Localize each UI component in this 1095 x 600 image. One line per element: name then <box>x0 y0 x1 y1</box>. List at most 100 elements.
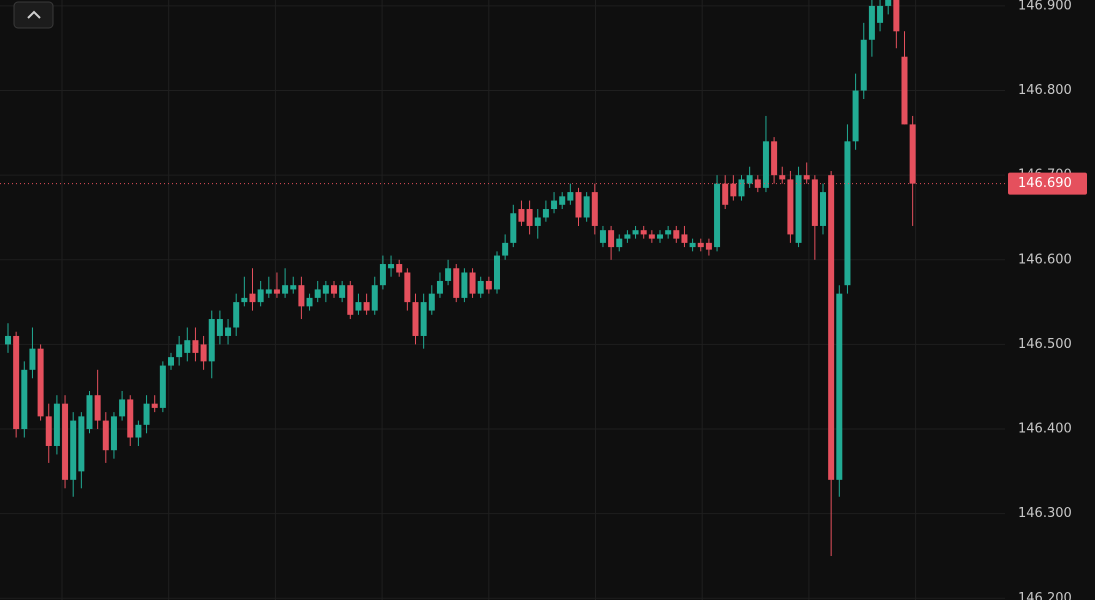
candle-body <box>208 319 215 362</box>
candle-body <box>420 302 427 336</box>
candle-body <box>168 357 174 366</box>
candle-body <box>534 217 541 226</box>
candle-body <box>412 302 419 336</box>
candle-body <box>306 297 313 307</box>
candle-body <box>379 264 386 286</box>
candle-body <box>298 285 305 307</box>
candle-body <box>575 192 582 218</box>
candle-body <box>885 0 892 6</box>
candle-body <box>705 242 712 250</box>
candle-body <box>339 285 346 298</box>
candle-body <box>811 179 818 226</box>
candle-body <box>21 369 28 430</box>
y-tick-label: 146.800 <box>1018 83 1072 98</box>
candle-body <box>754 179 761 188</box>
candle-body <box>159 365 166 408</box>
candle-body <box>151 403 158 408</box>
collapse-chevron[interactable] <box>27 10 41 19</box>
candle-body <box>852 90 859 142</box>
candle-body <box>722 183 729 205</box>
candle-body <box>714 183 721 248</box>
candle-body <box>273 289 280 294</box>
candle-body <box>599 230 606 243</box>
candle-body <box>787 179 794 235</box>
candle-body <box>502 242 509 256</box>
y-tick-label: 146.600 <box>1018 252 1072 267</box>
candle-body <box>428 293 435 311</box>
candle-body <box>445 268 452 281</box>
candle-body <box>371 285 378 311</box>
candle-body <box>673 230 680 239</box>
candle-body <box>119 399 126 417</box>
collapse-button[interactable] <box>13 1 54 29</box>
y-tick-label: 146.200 <box>1018 591 1072 600</box>
candle-body <box>738 179 745 197</box>
candle-body <box>70 420 77 480</box>
candle-body <box>5 335 11 345</box>
candle-body <box>436 280 443 294</box>
candle-body <box>868 5 875 40</box>
candle-body <box>233 302 240 328</box>
candle-body <box>127 399 134 438</box>
candle-body <box>689 242 696 248</box>
y-tick-label: 146.300 <box>1018 506 1072 521</box>
candle-body <box>746 175 753 184</box>
candle-body <box>526 209 533 226</box>
last-price-box <box>1008 172 1087 195</box>
candle-body <box>665 230 672 235</box>
plot-area <box>0 0 1005 600</box>
candle-body <box>249 293 256 303</box>
candle-body <box>388 264 395 269</box>
candle-body <box>624 234 631 239</box>
y-tick-label: 146.900 <box>1018 0 1072 13</box>
collapse-button-frame[interactable] <box>13 1 54 29</box>
candle-body <box>110 416 117 451</box>
candle-body <box>29 348 36 370</box>
candle-body <box>176 344 183 358</box>
candle-body <box>583 196 590 218</box>
candle-body <box>53 403 60 446</box>
candle-body <box>45 416 52 446</box>
candle-body <box>225 327 232 336</box>
candle-body <box>762 141 769 188</box>
y-tick-label: 146.500 <box>1018 337 1072 352</box>
candle-body <box>347 285 354 315</box>
candle-body <box>697 242 704 248</box>
candle-body <box>396 264 403 273</box>
candle-body <box>78 416 85 472</box>
candle-body <box>632 230 639 235</box>
candle-body <box>404 272 411 303</box>
candle-body <box>257 289 264 303</box>
candle-body <box>265 289 272 294</box>
candle-body <box>779 175 786 180</box>
candle-body <box>355 302 362 311</box>
candle-body <box>771 141 778 176</box>
candle-body <box>200 344 207 362</box>
candle-body <box>192 340 199 353</box>
candle-body <box>893 0 900 32</box>
candle-body <box>591 192 598 226</box>
candle-body <box>510 213 517 243</box>
candle-body <box>648 234 655 239</box>
candle-body <box>657 234 663 239</box>
candle-body <box>37 348 44 417</box>
candle-body <box>290 285 297 290</box>
candle-body <box>363 302 370 311</box>
candle-body <box>518 209 525 222</box>
candle-body <box>730 183 737 197</box>
candle-body <box>322 285 329 294</box>
y-tick-label: 146.400 <box>1018 422 1072 437</box>
candle-body <box>616 238 623 248</box>
candle-body <box>494 255 500 290</box>
candle-body <box>909 124 916 184</box>
candle-body <box>135 424 142 438</box>
candle-body <box>331 285 337 294</box>
candle-body <box>795 175 802 243</box>
candle-body <box>453 268 460 298</box>
candle-body <box>608 230 615 248</box>
candle-body <box>567 192 574 201</box>
candle-body <box>282 285 289 294</box>
candle-body <box>860 39 867 91</box>
